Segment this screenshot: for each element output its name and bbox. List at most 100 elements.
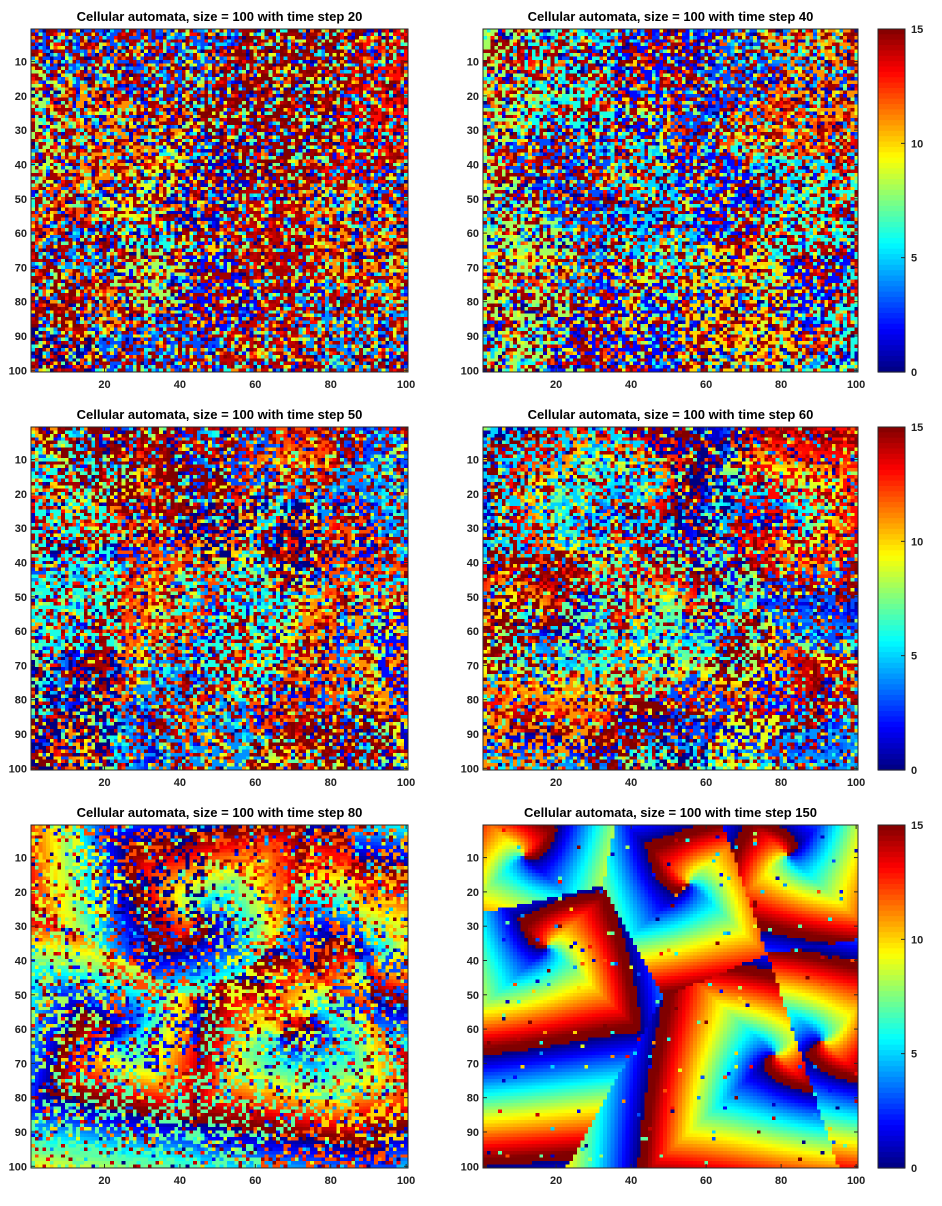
y-tick-label: 50 [467, 194, 479, 206]
colorbar-swatch [878, 130, 905, 137]
colorbar-swatch [878, 1162, 905, 1169]
colorbar-swatch [878, 732, 905, 739]
colorbar-swatch [878, 232, 905, 239]
colorbar-swatch [878, 264, 905, 271]
colorbar-swatch [878, 1103, 905, 1110]
colorbar: 0 5 10 15 [877, 422, 923, 777]
y-tick-label: 30 [15, 921, 27, 933]
colorbar-swatch [878, 50, 905, 57]
heatmap-image [483, 427, 858, 770]
panel-title: Cellular automata, size = 100 with time … [528, 407, 814, 422]
colorbar-swatch [878, 900, 905, 906]
colorbar-swatch [878, 921, 905, 928]
heatmap-image [483, 825, 858, 1168]
x-tick-label: 40 [174, 777, 186, 789]
colorbar-swatch [878, 1098, 905, 1105]
x-tick-label: 80 [775, 777, 787, 789]
panel-60: Cellular automata, size = 100 with time … [461, 407, 924, 789]
panel-50: Cellular automata, size = 100 with time … [9, 407, 416, 789]
colorbar-tick-label: 15 [911, 24, 923, 36]
y-tick-label: 70 [15, 660, 27, 672]
colorbar-tick-label: 15 [911, 422, 923, 434]
colorbar-swatch [878, 275, 905, 282]
y-tick-label: 90 [467, 1127, 479, 1139]
x-tick-label: 20 [550, 777, 562, 789]
colorbar-swatch [878, 1044, 905, 1051]
y-tick-label: 60 [15, 228, 27, 240]
colorbar-swatch [878, 518, 905, 525]
colorbar-swatch [878, 694, 905, 701]
colorbar-swatch [878, 862, 905, 869]
colorbar-swatch [878, 313, 905, 320]
colorbar-swatch [878, 759, 905, 766]
colorbar-swatch [878, 93, 905, 100]
colorbar-swatch [878, 323, 905, 330]
panel-40: Cellular automata, size = 100 with time … [461, 9, 924, 391]
colorbar-swatch [878, 668, 905, 675]
colorbar-swatch [878, 496, 905, 503]
colorbar-swatch [878, 1092, 905, 1099]
colorbar-swatch [878, 1028, 905, 1035]
axes-frame [30, 426, 409, 771]
colorbar-swatch [878, 87, 905, 94]
colorbar-tick-label: 10 [911, 138, 923, 150]
y-tick-label: 60 [467, 1024, 479, 1036]
heatmap-image [31, 29, 408, 372]
y-tick-label: 50 [15, 194, 27, 206]
x-tick-label: 20 [550, 379, 562, 391]
colorbar-swatch [878, 125, 905, 132]
x-tick-label: 60 [700, 1175, 712, 1187]
colorbar-swatch [878, 173, 905, 180]
colorbar-swatch [878, 1007, 905, 1014]
x-tick-label: 40 [174, 1175, 186, 1187]
colorbar-swatch [878, 711, 905, 718]
y-tick-label: 90 [15, 729, 27, 741]
colorbar-swatch [878, 700, 905, 707]
colorbar-swatch [878, 916, 905, 923]
y-tick-label: 10 [15, 57, 27, 69]
colorbar-swatch [878, 587, 905, 594]
colorbar-swatch [878, 867, 905, 874]
colorbar-swatch [878, 689, 905, 696]
axes-frame [482, 426, 859, 771]
colorbar-swatch [878, 195, 905, 202]
panel-title: Cellular automata, size = 100 with time … [77, 407, 363, 422]
y-tick-label: 80 [15, 1093, 27, 1105]
colorbar-swatch [878, 964, 905, 971]
y-tick-label: 30 [467, 523, 479, 535]
x-tick-label: 60 [249, 379, 261, 391]
colorbar-swatch [878, 603, 905, 610]
colorbar-swatch [878, 743, 905, 750]
colorbar-swatch [878, 825, 905, 831]
colorbar-swatch [878, 980, 905, 987]
colorbar-swatch [878, 937, 905, 944]
y-tick-label: 70 [15, 262, 27, 274]
colorbar-swatch [878, 727, 905, 734]
y-tick-label: 10 [467, 57, 479, 69]
colorbar-swatch [878, 1060, 905, 1067]
colorbar-swatch [878, 577, 905, 584]
colorbar-swatch [878, 61, 905, 68]
colorbar-tick-label: 5 [911, 253, 917, 265]
x-tick-label: 80 [325, 379, 337, 391]
y-tick-label: 80 [467, 297, 479, 309]
y-tick-label: 70 [15, 1058, 27, 1070]
colorbar-swatch [878, 200, 905, 207]
colorbar-swatch [878, 475, 905, 482]
colorbar-swatch [878, 652, 905, 659]
heatmap-image [483, 29, 858, 372]
x-tick-label: 60 [249, 777, 261, 789]
colorbar-swatch [878, 1055, 905, 1062]
colorbar-swatch [878, 1146, 905, 1153]
colorbar-swatch [878, 243, 905, 250]
colorbar-swatch [878, 469, 905, 476]
panel-title: Cellular automata, size = 100 with time … [77, 9, 363, 24]
colorbar-swatch [878, 485, 905, 492]
x-tick-label: 100 [847, 379, 865, 391]
colorbar-swatch [878, 248, 905, 255]
colorbar-swatch [878, 894, 905, 901]
panel-80: Cellular automata, size = 100 with time … [9, 805, 416, 1187]
colorbar-swatch [878, 555, 905, 562]
colorbar-swatch [878, 948, 905, 955]
